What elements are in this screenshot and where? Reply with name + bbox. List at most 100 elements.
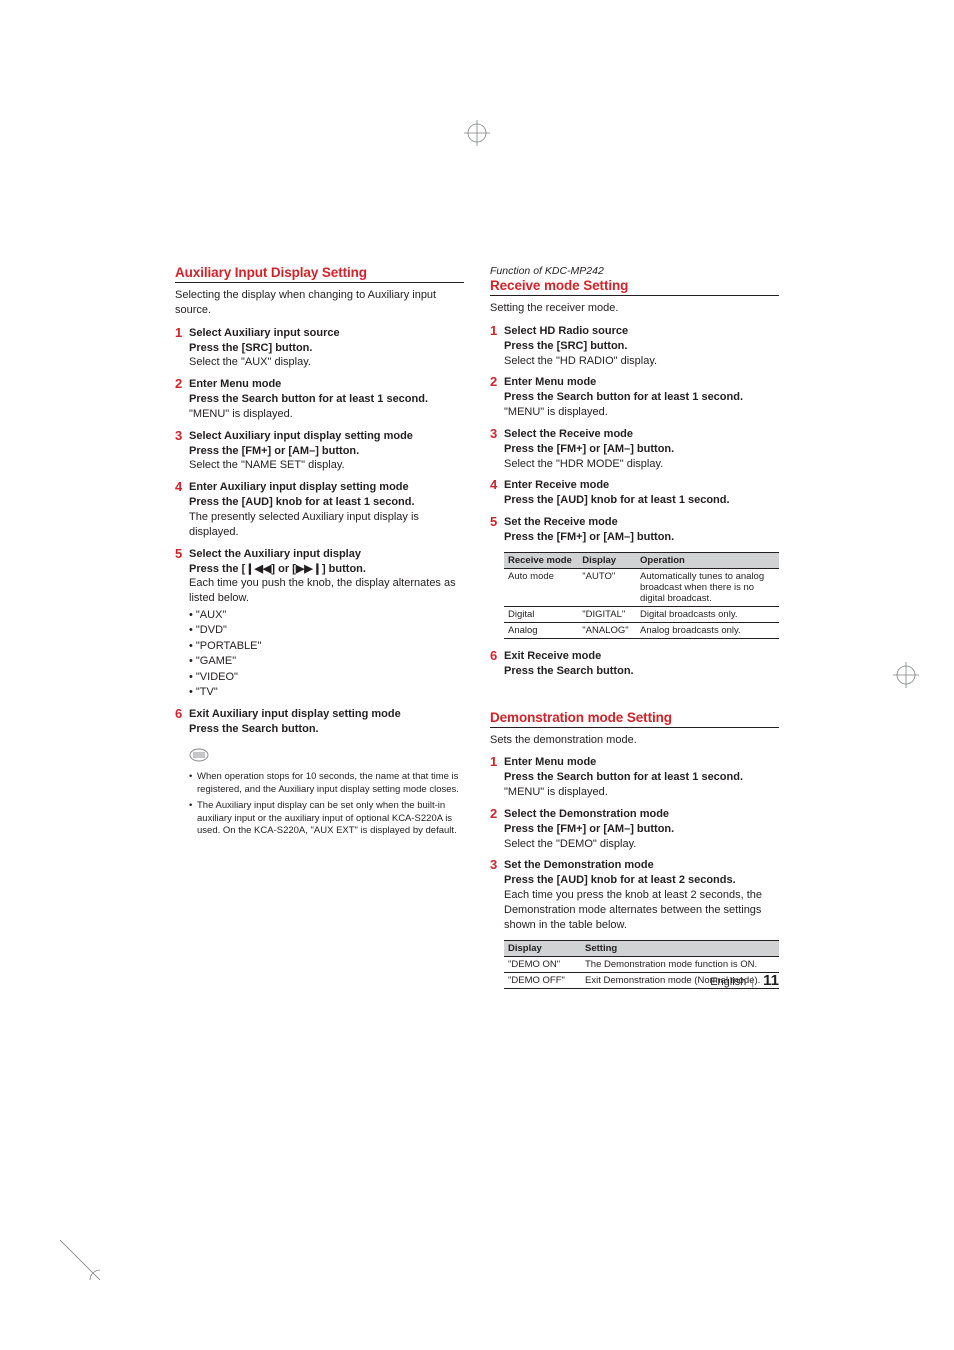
table-row: Digital"DIGITAL"Digital broadcasts only. (504, 606, 779, 622)
step-text: "MENU" is displayed. (504, 785, 779, 800)
function-of-label: Function of KDC-MP242 (490, 265, 779, 277)
section-intro: Setting the receiver mode. (490, 301, 779, 316)
table-header: Display (578, 552, 636, 568)
step-item: 1Enter Menu modePress the Search button … (490, 755, 779, 800)
step-press: Press the Search button for at least 1 s… (189, 392, 464, 407)
step-number: 4 (490, 478, 504, 508)
bullet-item: • "AUX" (189, 608, 464, 623)
step-press: Press the Search button for at least 1 s… (504, 390, 779, 405)
step-number: 1 (175, 326, 189, 371)
table-header-row: DisplaySetting (504, 940, 779, 956)
step-press: Press the [FM+] or [AM–] button. (504, 822, 779, 837)
note-item: •The Auxiliary input display can be set … (189, 800, 464, 838)
section-title-aux: Auxiliary Input Display Setting (175, 265, 464, 283)
note-item: •When operation stops for 10 seconds, th… (189, 771, 464, 797)
step-title: Set the Receive mode (504, 515, 779, 530)
step-press: Press the [SRC] button. (189, 341, 464, 356)
step-text: Select the "HDR MODE" display. (504, 457, 779, 472)
step-title: Enter Auxiliary input display setting mo… (189, 480, 464, 495)
registration-mark-top (464, 120, 490, 146)
step-press: Press the [FM+] or [AM–] button. (504, 442, 779, 457)
table-header: Setting (581, 940, 779, 956)
step-item: 6 Exit Receive mode Press the Search but… (490, 649, 779, 679)
step-text: Each time you push the knob, the display… (189, 576, 464, 606)
step-number: 3 (490, 858, 504, 932)
table-row: Analog"ANALOG"Analog broadcasts only. (504, 622, 779, 638)
step-number: 2 (490, 807, 504, 852)
table-cell: Digital (504, 606, 578, 622)
step-press: Press the [AUD] knob for at least 1 seco… (504, 493, 779, 508)
step-title: Select the Auxiliary input display (189, 547, 464, 562)
bullet-list: • "AUX"• "DVD"• "PORTABLE"• "GAME"• "VID… (189, 608, 464, 700)
bullet-item: • "DVD" (189, 623, 464, 638)
step-press: Press the Search button. (504, 664, 779, 679)
step-number: 3 (490, 427, 504, 472)
step-item: 3Select the Receive modePress the [FM+] … (490, 427, 779, 472)
receive-mode-table: Receive modeDisplayOperationAuto mode"AU… (504, 552, 779, 639)
table-cell: Auto mode (504, 568, 578, 606)
step-number: 5 (175, 547, 189, 701)
step-number: 2 (175, 377, 189, 422)
step-item: 3Select Auxiliary input display setting … (175, 429, 464, 474)
table-cell: Analog (504, 622, 578, 638)
step-number: 1 (490, 755, 504, 800)
table-cell: Automatically tunes to analog broadcast … (636, 568, 779, 606)
step-number: 4 (175, 480, 189, 539)
step-item: 2Select the Demonstration modePress the … (490, 807, 779, 852)
step-item: 2Enter Menu modePress the Search button … (175, 377, 464, 422)
step-text: Each time you press the knob at least 2 … (504, 888, 779, 933)
step-item: 4Enter Receive modePress the [AUD] knob … (490, 478, 779, 508)
step-title: Enter Menu mode (504, 375, 779, 390)
table-cell: "AUTO" (578, 568, 636, 606)
step-title: Select the Receive mode (504, 427, 779, 442)
bullet-item: • "GAME" (189, 654, 464, 669)
step-title: Exit Auxiliary input display setting mod… (189, 707, 464, 722)
step-text: "MENU" is displayed. (189, 407, 464, 422)
step-number: 5 (490, 515, 504, 545)
step-title: Set the Demonstration mode (504, 858, 779, 873)
table-row: "DEMO ON"The Demonstration mode function… (504, 956, 779, 972)
step-title: Select Auxiliary input display setting m… (189, 429, 464, 444)
step-number: 3 (175, 429, 189, 474)
step-press: Press the [SRC] button. (504, 339, 779, 354)
step-title: Select Auxiliary input source (189, 326, 464, 341)
step-press: Press the [❙◀◀] or [▶▶❙] button. (189, 562, 464, 577)
step-item: 6Exit Auxiliary input display setting mo… (175, 707, 464, 737)
step-item: 3Set the Demonstration modePress the [AU… (490, 858, 779, 932)
table-cell: Digital broadcasts only. (636, 606, 779, 622)
step-item: 4Enter Auxiliary input display setting m… (175, 480, 464, 539)
step-press: Press the [AUD] knob for at least 1 seco… (189, 495, 464, 510)
table-cell: "DIGITAL" (578, 606, 636, 622)
step-title: Select the Demonstration mode (504, 807, 779, 822)
right-column: Function of KDC-MP242 Receive mode Setti… (490, 265, 779, 989)
registration-mark-bottom-left (60, 1240, 100, 1280)
table-header-row: Receive modeDisplayOperation (504, 552, 779, 568)
section-title-demo: Demonstration mode Setting (490, 710, 779, 728)
step-item: 2Enter Menu modePress the Search button … (490, 375, 779, 420)
page-footer: English|11 (710, 972, 779, 989)
table-cell: "DEMO ON" (504, 956, 581, 972)
section-intro: Sets the demonstration mode. (490, 733, 779, 748)
step-number: 6 (175, 707, 189, 737)
table-cell: "ANALOG" (578, 622, 636, 638)
note-text: When operation stops for 10 seconds, the… (197, 771, 464, 797)
step-text: Select the "HD RADIO" display. (504, 354, 779, 369)
step-number: 6 (490, 649, 504, 679)
table-cell: The Demonstration mode function is ON. (581, 956, 779, 972)
step-text: "MENU" is displayed. (504, 405, 779, 420)
table-cell: "DEMO OFF" (504, 972, 581, 988)
registration-mark-right (893, 662, 919, 688)
step-press: Press the Search button. (189, 722, 464, 737)
section-intro: Selecting the display when changing to A… (175, 288, 464, 318)
step-text: The presently selected Auxiliary input d… (189, 510, 464, 540)
step-number: 2 (490, 375, 504, 420)
step-press: Press the [FM+] or [AM–] button. (504, 530, 779, 545)
left-column: Auxiliary Input Display Setting Selectin… (175, 265, 464, 989)
table-header: Operation (636, 552, 779, 568)
step-title: Select HD Radio source (504, 324, 779, 339)
step-title: Enter Receive mode (504, 478, 779, 493)
step-item: 5Set the Receive modePress the [FM+] or … (490, 515, 779, 545)
bullet-item: • "VIDEO" (189, 670, 464, 685)
footer-language: English (710, 976, 746, 988)
step-press: Press the [FM+] or [AM–] button. (189, 444, 464, 459)
